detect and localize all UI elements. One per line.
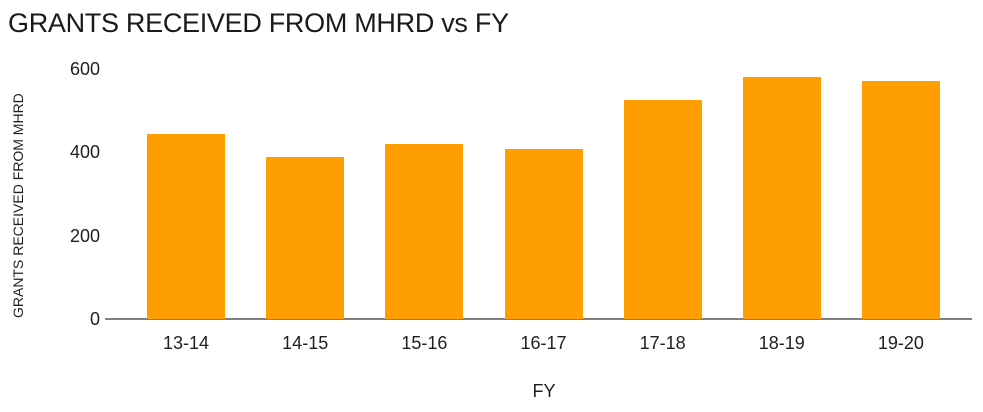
bar-13-14	[147, 133, 226, 319]
y-tick-600: 600	[69, 59, 100, 79]
x-tick-17-18: 17-18	[639, 333, 686, 353]
x-tick-13-14: 13-14	[163, 333, 210, 353]
x-tick-15-16: 15-16	[401, 333, 448, 353]
bar-18-19	[742, 77, 821, 319]
chart-title: GRANTS RECEIVED FROM MHRD vs FY	[8, 8, 509, 38]
bar-14-15	[266, 156, 345, 319]
x-axis-line	[105, 318, 972, 320]
x-tick-19-20: 19-20	[877, 333, 924, 353]
y-axis-title: GRANTS RECEIVED FROM MHRD	[10, 93, 26, 319]
x-tick-18-19: 18-19	[758, 333, 805, 353]
x-tick-14-15: 14-15	[282, 333, 329, 353]
y-tick-200: 200	[69, 225, 100, 246]
x-axis-title: FY	[532, 381, 556, 401]
x-tick-16-17: 16-17	[520, 333, 567, 353]
bar-17-18	[623, 100, 702, 319]
plot-area	[105, 69, 972, 320]
y-tick-400: 400	[69, 142, 100, 163]
bar-16-17	[504, 149, 583, 319]
y-tick-0: 0	[89, 309, 100, 329]
bar-15-16	[385, 144, 464, 319]
bar-19-20	[861, 80, 940, 319]
